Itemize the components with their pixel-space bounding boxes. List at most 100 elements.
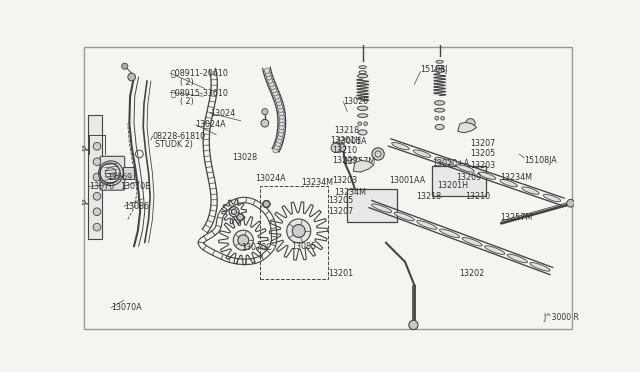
- Circle shape: [274, 94, 280, 99]
- Ellipse shape: [262, 201, 270, 207]
- Circle shape: [287, 219, 311, 243]
- Circle shape: [278, 131, 284, 137]
- Circle shape: [93, 173, 101, 181]
- Circle shape: [279, 114, 284, 119]
- Polygon shape: [440, 229, 460, 238]
- Ellipse shape: [436, 60, 444, 63]
- Text: 13205: 13205: [470, 150, 496, 158]
- Circle shape: [237, 214, 243, 220]
- Circle shape: [277, 104, 283, 109]
- Text: 13001A: 13001A: [336, 137, 366, 146]
- Text: 13203: 13203: [332, 176, 357, 185]
- Circle shape: [93, 208, 101, 216]
- Circle shape: [93, 192, 101, 200]
- Text: 13201: 13201: [328, 269, 353, 278]
- FancyBboxPatch shape: [348, 189, 397, 222]
- Circle shape: [278, 110, 284, 116]
- Text: 13218: 13218: [334, 126, 359, 135]
- Ellipse shape: [358, 122, 362, 125]
- Polygon shape: [435, 157, 452, 165]
- Polygon shape: [417, 221, 437, 229]
- Text: 13207: 13207: [470, 139, 496, 148]
- Text: 13202: 13202: [459, 269, 484, 278]
- Polygon shape: [457, 165, 474, 172]
- Text: 13203: 13203: [470, 161, 495, 170]
- Ellipse shape: [435, 101, 445, 105]
- FancyBboxPatch shape: [84, 47, 572, 329]
- Circle shape: [268, 78, 273, 83]
- Circle shape: [278, 134, 283, 140]
- Ellipse shape: [364, 122, 367, 125]
- Text: 13218: 13218: [417, 192, 442, 201]
- FancyBboxPatch shape: [432, 166, 486, 196]
- Circle shape: [276, 141, 281, 147]
- Circle shape: [466, 119, 475, 128]
- Circle shape: [279, 121, 285, 126]
- Text: 13201H: 13201H: [437, 181, 468, 190]
- Polygon shape: [353, 160, 374, 172]
- Circle shape: [234, 230, 253, 250]
- Text: 13257M: 13257M: [344, 157, 376, 166]
- Circle shape: [270, 84, 275, 90]
- Circle shape: [269, 81, 274, 86]
- Text: STUDK 2): STUDK 2): [155, 140, 193, 149]
- Polygon shape: [413, 150, 431, 157]
- Circle shape: [93, 142, 101, 150]
- Text: ⓝ08911-20610: ⓝ08911-20610: [170, 68, 228, 78]
- Text: 13205: 13205: [328, 196, 353, 205]
- Ellipse shape: [358, 106, 368, 110]
- Circle shape: [278, 107, 284, 112]
- Text: 13070C: 13070C: [241, 243, 272, 253]
- Text: 13028: 13028: [232, 153, 257, 162]
- Text: 13024A: 13024A: [255, 174, 285, 183]
- Text: 13234M: 13234M: [334, 188, 366, 197]
- Ellipse shape: [435, 108, 445, 112]
- Ellipse shape: [236, 214, 244, 220]
- Text: 13234M: 13234M: [301, 178, 333, 187]
- Text: 08228-61810: 08228-61810: [152, 132, 205, 141]
- Text: 13207: 13207: [328, 207, 353, 216]
- Text: 13257M: 13257M: [500, 213, 532, 222]
- Text: 13024A: 13024A: [196, 120, 226, 129]
- Polygon shape: [392, 142, 409, 150]
- Circle shape: [93, 223, 101, 231]
- Circle shape: [265, 71, 271, 77]
- Circle shape: [81, 200, 86, 205]
- Circle shape: [261, 119, 269, 127]
- Circle shape: [263, 201, 269, 207]
- Polygon shape: [500, 180, 518, 187]
- Text: 13070: 13070: [90, 182, 115, 191]
- Ellipse shape: [358, 114, 368, 118]
- Ellipse shape: [264, 201, 269, 208]
- Ellipse shape: [236, 214, 244, 220]
- Circle shape: [276, 138, 282, 143]
- Polygon shape: [508, 254, 527, 263]
- Circle shape: [273, 91, 278, 96]
- Circle shape: [409, 320, 418, 330]
- Ellipse shape: [262, 201, 270, 207]
- Text: 13085: 13085: [291, 242, 316, 251]
- Ellipse shape: [358, 30, 368, 34]
- Circle shape: [275, 97, 280, 102]
- Circle shape: [276, 100, 282, 106]
- Polygon shape: [522, 187, 539, 194]
- FancyBboxPatch shape: [88, 115, 102, 239]
- Circle shape: [128, 73, 136, 81]
- Text: 13024: 13024: [210, 109, 236, 118]
- Polygon shape: [478, 172, 496, 179]
- Text: 13069: 13069: [107, 173, 132, 182]
- Ellipse shape: [358, 74, 368, 78]
- Text: 15108J: 15108J: [420, 65, 448, 74]
- Polygon shape: [372, 204, 392, 212]
- Circle shape: [275, 144, 280, 150]
- Circle shape: [271, 87, 276, 93]
- Circle shape: [81, 146, 86, 151]
- Circle shape: [279, 117, 284, 123]
- Text: 13234M: 13234M: [500, 173, 532, 182]
- Polygon shape: [394, 212, 414, 221]
- Text: 13209: 13209: [332, 155, 357, 165]
- Circle shape: [238, 235, 249, 246]
- Text: ⓥ08915-33610: ⓥ08915-33610: [170, 88, 228, 97]
- Ellipse shape: [435, 125, 444, 129]
- Polygon shape: [543, 194, 561, 202]
